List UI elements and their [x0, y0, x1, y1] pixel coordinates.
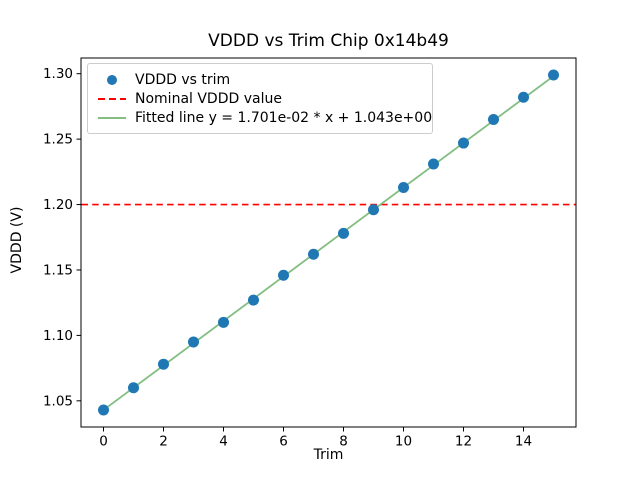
x-tick-label: 12 [455, 434, 472, 450]
x-tick-label: 10 [395, 434, 412, 450]
scatter-point [458, 137, 469, 149]
scatter-point [98, 404, 109, 416]
fitted-line [102, 75, 555, 411]
legend-item-nominal-vddd: Nominal VDDD value [98, 89, 422, 108]
scatter-point [218, 316, 229, 328]
dashed-line-marker-icon [98, 97, 126, 100]
scatter-point [128, 382, 139, 394]
scatter-point [398, 182, 409, 194]
scatter-point [158, 358, 169, 370]
y-tick-label: 1.05 [43, 393, 73, 409]
scatter-marker-icon [107, 74, 117, 85]
scatter-point [308, 248, 319, 260]
scatter-point [278, 269, 289, 281]
scatter-point [488, 114, 499, 125]
legend-label-vddd-vs-trim: VDDD vs trim [135, 71, 231, 88]
x-tick-label: 6 [279, 434, 288, 450]
scatter-point [548, 69, 559, 81]
y-tick-label: 1.10 [43, 328, 73, 344]
y-tick-label: 1.20 [43, 197, 73, 213]
y-tick-label: 1.25 [43, 132, 73, 148]
legend-item-fitted-line: Fitted line y = 1.701e-02 * x + 1.043e+0… [98, 108, 432, 127]
scatter-point [428, 158, 439, 170]
x-tick-label: 14 [515, 434, 532, 450]
x-tick-label: 2 [159, 434, 168, 450]
axes-spines [80, 57, 577, 428]
chart-title: VDDD vs Trim Chip 0x14b49 [208, 31, 449, 51]
x-tick-label: 8 [339, 434, 348, 450]
x-tick-label: 0 [99, 434, 108, 450]
x-axis-label: Trim [313, 447, 344, 463]
scatter-point [188, 336, 199, 348]
y-axis-label: VDDD (V) [9, 206, 25, 274]
scatter-point [248, 294, 259, 306]
solid-line-marker-icon [98, 116, 126, 119]
y-tick-label: 1.30 [43, 66, 73, 82]
legend-item-vddd-vs-trim: VDDD vs trim [98, 70, 422, 89]
x-tick-label: 4 [219, 434, 228, 450]
scatter-point [518, 91, 529, 103]
scatter-point [338, 227, 349, 239]
legend-label-fitted-line: Fitted line y = 1.701e-02 * x + 1.043e+0… [135, 109, 433, 126]
y-tick-label: 1.15 [43, 262, 73, 278]
scatter-point [368, 204, 379, 216]
legend-label-nominal-vddd: Nominal VDDD value [135, 90, 282, 107]
legend: VDDD vs trim Nominal VDDD value Fitted l… [87, 63, 433, 134]
